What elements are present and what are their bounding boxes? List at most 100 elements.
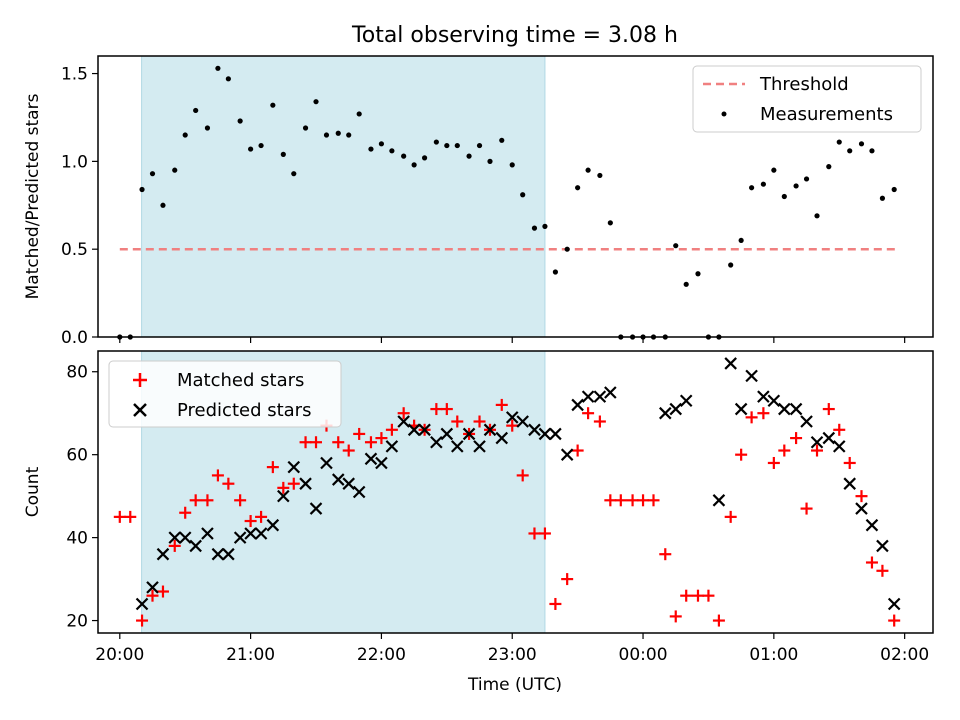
chart-title: Total observing time = 3.08 h — [351, 23, 678, 48]
measurement-point — [193, 107, 199, 114]
matched-star-point — [843, 456, 856, 469]
matched-star-point — [757, 407, 770, 420]
matched-star-point — [255, 510, 268, 523]
predicted-star-d2 — [734, 402, 748, 416]
matched-star-point — [528, 527, 541, 540]
measurement-point — [411, 162, 417, 168]
predicted-star-d2 — [430, 435, 443, 449]
measurement-point — [847, 148, 853, 154]
predicted-star-point — [528, 423, 541, 437]
legend-predicted-label: Predicted stars — [177, 400, 311, 421]
matched-star-point — [146, 589, 159, 602]
matched-star-point — [800, 502, 813, 515]
predicted-star-point — [757, 390, 770, 403]
predicted-star-d2 — [473, 440, 486, 453]
measurement-point — [421, 155, 428, 161]
matched-star-point — [888, 614, 901, 627]
measurement-point — [291, 171, 297, 177]
matched-star-point — [375, 432, 388, 445]
measurement-point — [760, 181, 766, 187]
matched-star-point — [124, 510, 137, 523]
measurement-point — [454, 142, 460, 149]
predicted-star-d2 — [397, 415, 410, 428]
y-tick-label: 20 — [66, 612, 88, 632]
legend-matched-label: Matched stars — [177, 370, 304, 391]
predicted-star-d2 — [495, 431, 509, 445]
measurement-point — [879, 195, 886, 201]
x-tick-label: 01:00 — [749, 645, 798, 665]
measurement-point — [139, 186, 145, 193]
matched-star-point — [637, 494, 650, 507]
legend-matched-swatch — [133, 373, 147, 387]
matched-star-point — [364, 436, 377, 449]
measurement-point — [280, 151, 286, 157]
measurement-point — [444, 142, 450, 149]
predicted-star-point — [865, 518, 879, 532]
predicted-star-point — [516, 415, 529, 428]
predicted-star-point — [876, 539, 889, 553]
predicted-star-point — [299, 477, 312, 490]
bottom-y-axis-label: Count — [23, 466, 43, 517]
matched-star-point — [440, 403, 453, 416]
y-tick-label: 40 — [66, 529, 88, 549]
predicted-star-d2 — [266, 518, 280, 532]
measurement-point — [248, 146, 254, 152]
matched-star-point — [790, 432, 803, 445]
predicted-star-d2 — [135, 597, 149, 611]
legend-measurements-label: Measurements — [760, 104, 893, 125]
predicted-star-point — [832, 440, 846, 453]
measurement-point — [552, 269, 558, 275]
predicted-star-point — [146, 581, 159, 594]
predicted-star-d2 — [418, 423, 431, 437]
measurement-point — [607, 220, 613, 226]
x-tick-label: 21:00 — [226, 645, 275, 665]
predicted-star-d2 — [385, 440, 399, 453]
predicted-star-point — [505, 411, 519, 424]
predicted-star-point — [462, 427, 476, 441]
measurement-point — [499, 137, 505, 143]
measurement-point — [149, 171, 156, 177]
predicted-star-point — [430, 435, 443, 449]
matched-star-point — [549, 597, 562, 610]
predicted-star-point — [189, 539, 202, 553]
measurement-point — [542, 223, 548, 229]
measurement-point — [826, 164, 832, 170]
matched-star-point — [222, 477, 235, 490]
measurement-point — [575, 185, 581, 191]
predicted-star-d2 — [810, 435, 824, 449]
predicted-star-d2 — [822, 431, 836, 445]
predicted-star-point — [789, 402, 803, 416]
matched-star-point — [626, 494, 639, 507]
matched-star-point — [614, 494, 627, 507]
matched-star-point — [234, 494, 247, 507]
y-tick-label: 80 — [66, 363, 88, 383]
predicted-star-point — [593, 390, 607, 403]
matched-star-point — [179, 506, 192, 519]
predicted-star-point — [887, 597, 901, 611]
measurement-point — [673, 243, 679, 249]
predicted-star-d2 — [528, 423, 541, 437]
predicted-star-d2 — [211, 547, 225, 561]
matched-star-point — [691, 589, 704, 602]
predicted-star-point — [724, 357, 737, 370]
predicted-star-d2 — [876, 539, 889, 553]
predicted-star-d2 — [483, 423, 497, 437]
matched-star-point — [538, 527, 551, 540]
predicted-star-d2 — [560, 448, 574, 461]
predicted-star-d2 — [146, 581, 159, 594]
measurement-point — [520, 192, 526, 198]
predicted-star-point — [483, 423, 497, 437]
predicted-star-d2 — [277, 489, 290, 503]
predicted-star-point — [320, 456, 333, 470]
matched-star-point — [244, 515, 257, 528]
predicted-star-d2 — [745, 369, 758, 383]
predicted-star-point — [843, 477, 856, 490]
predicted-star-d2 — [516, 415, 529, 428]
measurement-point — [323, 132, 330, 138]
measurement-point — [749, 185, 755, 191]
predicted-star-point — [669, 402, 683, 416]
predicted-star-point — [571, 398, 584, 412]
predicted-star-point — [385, 440, 399, 453]
predicted-star-d2 — [887, 597, 901, 611]
